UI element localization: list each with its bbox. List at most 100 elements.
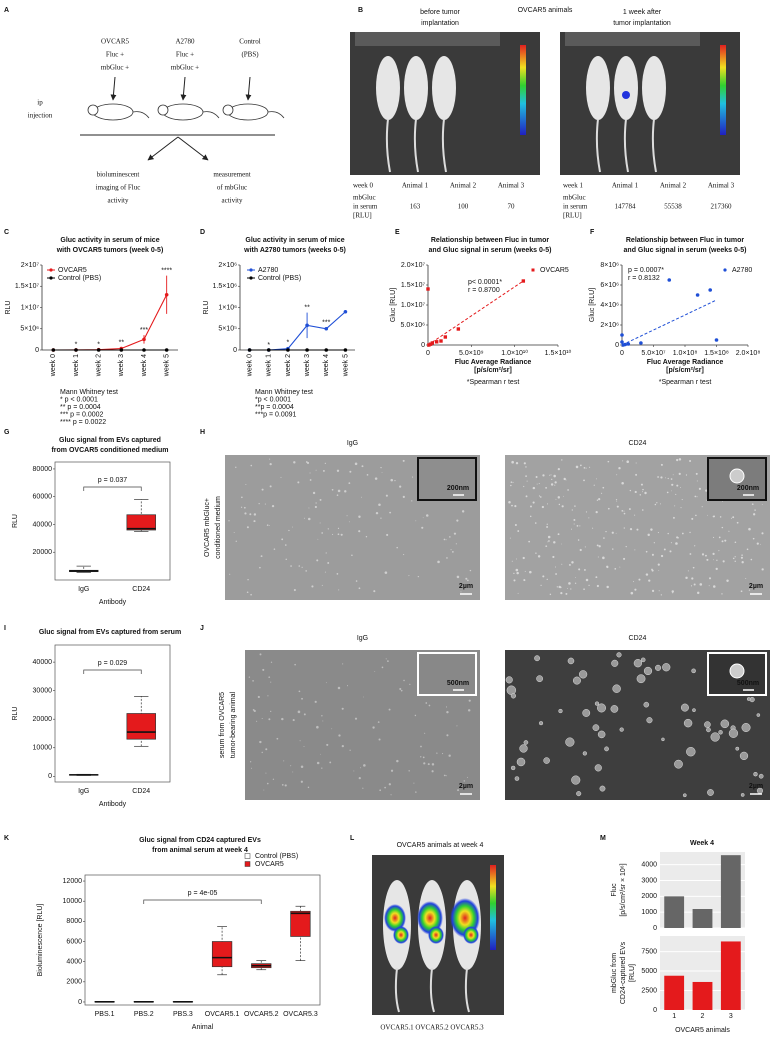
particle xyxy=(390,478,394,482)
particle xyxy=(265,772,267,774)
particle xyxy=(685,576,688,580)
particle xyxy=(625,545,627,548)
particle xyxy=(344,490,347,493)
particle xyxy=(612,684,621,693)
particle xyxy=(642,488,644,491)
particle xyxy=(314,700,317,703)
series-line xyxy=(249,311,346,351)
particle xyxy=(511,460,514,464)
mouse xyxy=(404,56,428,120)
particle xyxy=(567,588,568,589)
particle xyxy=(669,550,672,553)
particle xyxy=(563,495,565,497)
particle xyxy=(604,746,609,752)
particle xyxy=(628,508,631,511)
particle xyxy=(315,469,317,471)
particle xyxy=(525,495,528,498)
particle xyxy=(596,584,599,588)
particle xyxy=(270,681,272,683)
legend-marker xyxy=(49,276,53,280)
particle xyxy=(644,491,647,495)
particle xyxy=(705,554,707,557)
particle xyxy=(674,505,676,507)
particle xyxy=(740,556,743,559)
x-tick-label: OVCAR5.1 xyxy=(205,1011,240,1018)
particle xyxy=(606,565,609,568)
x-tick-label: week 4 xyxy=(141,354,148,377)
x-axis-label: [p/s/cm²/sr] xyxy=(666,367,704,374)
x-tick-label: 5.0×10⁷ xyxy=(641,350,666,357)
particle xyxy=(446,734,449,737)
particle xyxy=(281,784,284,786)
particle xyxy=(411,500,413,502)
particle xyxy=(372,726,375,729)
particle xyxy=(546,503,549,505)
particle xyxy=(303,746,305,747)
particle xyxy=(651,589,655,592)
photo-stage xyxy=(565,32,700,46)
particle xyxy=(592,724,600,732)
particle xyxy=(722,560,725,563)
particle xyxy=(388,708,391,711)
legend-label: Control (PBS) xyxy=(255,853,298,860)
table-header: Animal 3 xyxy=(498,182,525,190)
particle xyxy=(308,507,310,509)
particle xyxy=(641,509,644,511)
bar xyxy=(664,975,685,1010)
particle xyxy=(264,503,266,505)
particle xyxy=(546,578,548,581)
particle xyxy=(246,591,249,594)
particle xyxy=(595,576,598,579)
particle xyxy=(596,544,599,547)
y-axis-label: RLU xyxy=(12,706,19,720)
particle xyxy=(437,560,440,564)
legend-marker xyxy=(723,268,727,272)
particle xyxy=(315,502,317,504)
particle xyxy=(643,701,650,708)
particle xyxy=(699,583,703,586)
mouse-tail xyxy=(202,111,220,119)
particle xyxy=(291,526,293,528)
series-line xyxy=(53,294,168,351)
particle xyxy=(726,579,729,583)
particle xyxy=(734,560,736,563)
particle xyxy=(741,723,751,733)
legend-marker xyxy=(49,268,53,272)
particle xyxy=(355,580,358,582)
particle xyxy=(427,763,430,766)
point xyxy=(286,348,290,352)
particle xyxy=(523,740,529,745)
particle xyxy=(579,548,582,552)
arrow xyxy=(110,76,117,101)
particle xyxy=(375,511,379,515)
injection-label: ip xyxy=(37,99,43,107)
table-value: 55538 xyxy=(664,203,682,211)
particle xyxy=(329,761,332,764)
trend-line xyxy=(621,299,717,346)
point xyxy=(51,348,56,352)
panel-title: OVCAR5 animals at week 4 xyxy=(397,842,484,849)
particle xyxy=(689,531,691,534)
legend-label: A2780 xyxy=(258,267,278,274)
particle xyxy=(266,524,269,526)
particle xyxy=(756,713,761,717)
particle xyxy=(360,767,362,769)
y-axis-label: [RLU] xyxy=(629,964,636,982)
particle xyxy=(660,503,661,505)
particle xyxy=(647,533,650,537)
particle xyxy=(386,533,389,537)
particle xyxy=(614,567,617,570)
particle xyxy=(556,586,558,588)
particle xyxy=(752,513,756,516)
particle xyxy=(634,490,637,494)
animal-label: OVCAR5.3 xyxy=(450,1024,484,1032)
x-tick-label: 1.5×10⁸ xyxy=(704,350,729,357)
mouse-tail xyxy=(413,118,419,173)
chart-title: and Gluc signal in serum (weeks 0-5) xyxy=(624,247,747,254)
bar xyxy=(720,855,741,928)
particle xyxy=(467,709,471,712)
particle xyxy=(300,780,303,783)
significance: *** xyxy=(140,327,148,334)
arrow xyxy=(177,136,209,161)
particle xyxy=(331,728,333,730)
